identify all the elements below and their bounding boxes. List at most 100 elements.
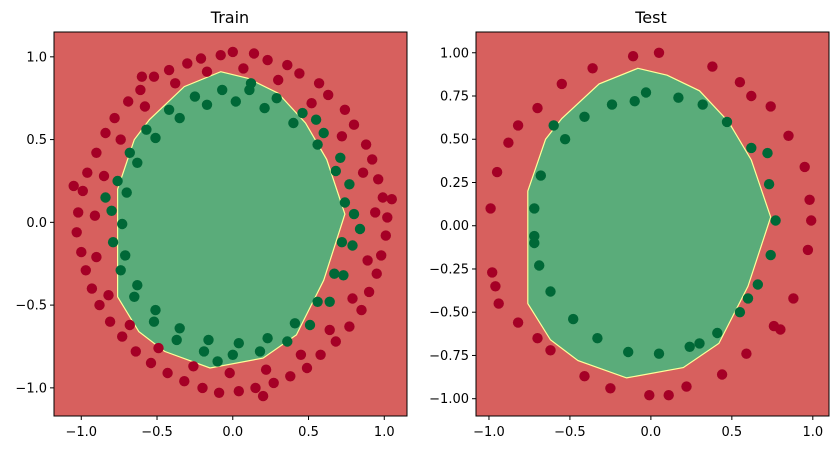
data-point xyxy=(262,54,273,66)
data-point xyxy=(197,382,208,394)
data-point xyxy=(742,293,754,304)
data-point xyxy=(802,244,814,256)
data-point xyxy=(644,390,655,401)
data-point xyxy=(297,107,308,119)
data-point xyxy=(289,318,301,329)
data-point xyxy=(139,101,151,112)
data-point xyxy=(721,116,733,128)
data-point xyxy=(233,386,244,397)
data-point xyxy=(348,208,360,220)
data-point xyxy=(288,117,299,129)
data-point xyxy=(373,174,384,185)
data-point xyxy=(752,279,763,290)
data-point xyxy=(250,382,261,394)
data-point xyxy=(336,131,348,142)
data-point xyxy=(568,313,579,325)
data-point xyxy=(765,249,776,261)
data-point xyxy=(775,324,786,335)
data-point xyxy=(382,212,393,223)
data-point xyxy=(182,58,193,69)
y-tick-label: −0.25 xyxy=(429,262,469,277)
data-point xyxy=(148,316,160,327)
data-point xyxy=(312,139,323,150)
data-point xyxy=(503,137,514,148)
data-point xyxy=(741,348,752,359)
data-point xyxy=(338,270,349,281)
data-point xyxy=(348,119,360,130)
data-point xyxy=(363,286,375,298)
data-point xyxy=(68,180,79,192)
plot-area xyxy=(476,32,829,416)
data-point xyxy=(335,152,346,163)
data-point xyxy=(257,390,269,402)
data-point xyxy=(684,341,695,352)
data-point xyxy=(136,71,148,82)
axes-frame xyxy=(53,31,408,417)
y-tick-label: −0.5 xyxy=(15,299,47,314)
data-point xyxy=(271,93,282,104)
data-point xyxy=(592,333,603,344)
data-point xyxy=(734,77,746,88)
data-point xyxy=(285,371,296,382)
data-point xyxy=(532,333,543,344)
data-point xyxy=(238,63,249,74)
data-point xyxy=(301,362,313,374)
data-point xyxy=(150,304,161,316)
data-point xyxy=(347,293,358,304)
data-point xyxy=(294,68,305,79)
x-tick-label: 0.0 xyxy=(222,425,243,440)
data-point xyxy=(100,192,111,203)
data-point xyxy=(132,280,143,291)
data-point xyxy=(224,367,235,379)
data-point xyxy=(545,345,556,356)
data-point xyxy=(716,369,728,380)
data-point xyxy=(324,296,335,307)
data-point xyxy=(529,237,540,249)
data-point xyxy=(360,139,372,150)
data-point xyxy=(804,194,815,205)
data-point xyxy=(179,376,190,387)
y-tick-label: 0.0 xyxy=(26,216,47,231)
data-point xyxy=(89,210,101,221)
data-point xyxy=(762,147,773,159)
data-point xyxy=(124,147,135,158)
y-tick-label: 0.25 xyxy=(440,176,469,191)
data-point xyxy=(212,356,223,367)
data-point xyxy=(336,237,348,248)
data-point xyxy=(94,299,105,311)
x-tick-label: −1.0 xyxy=(473,425,505,440)
data-point xyxy=(262,333,273,344)
data-point xyxy=(512,317,524,328)
data-point xyxy=(91,251,102,263)
data-point xyxy=(545,286,556,297)
data-point xyxy=(213,387,225,398)
data-point xyxy=(254,346,266,357)
data-point xyxy=(203,334,214,346)
data-point xyxy=(512,120,524,131)
data-point xyxy=(763,179,775,190)
data-point xyxy=(163,64,175,76)
data-point xyxy=(806,215,817,226)
data-point xyxy=(734,307,746,318)
data-point xyxy=(529,203,540,214)
data-point xyxy=(330,165,341,177)
data-point xyxy=(163,104,175,116)
data-point xyxy=(103,290,114,301)
data-point xyxy=(707,61,718,72)
data-point xyxy=(487,267,498,278)
data-point xyxy=(653,47,665,58)
y-tick-label: 0.75 xyxy=(440,90,469,105)
data-point xyxy=(318,127,329,139)
data-point xyxy=(746,142,757,154)
data-point xyxy=(104,316,116,327)
data-point xyxy=(123,96,134,107)
data-point xyxy=(491,166,503,178)
data-point xyxy=(233,338,244,349)
data-point xyxy=(117,218,128,230)
data-point xyxy=(490,281,501,292)
data-point xyxy=(386,194,397,205)
data-point xyxy=(129,291,140,302)
data-point xyxy=(367,154,378,165)
data-point xyxy=(248,48,260,59)
data-point xyxy=(189,91,201,102)
